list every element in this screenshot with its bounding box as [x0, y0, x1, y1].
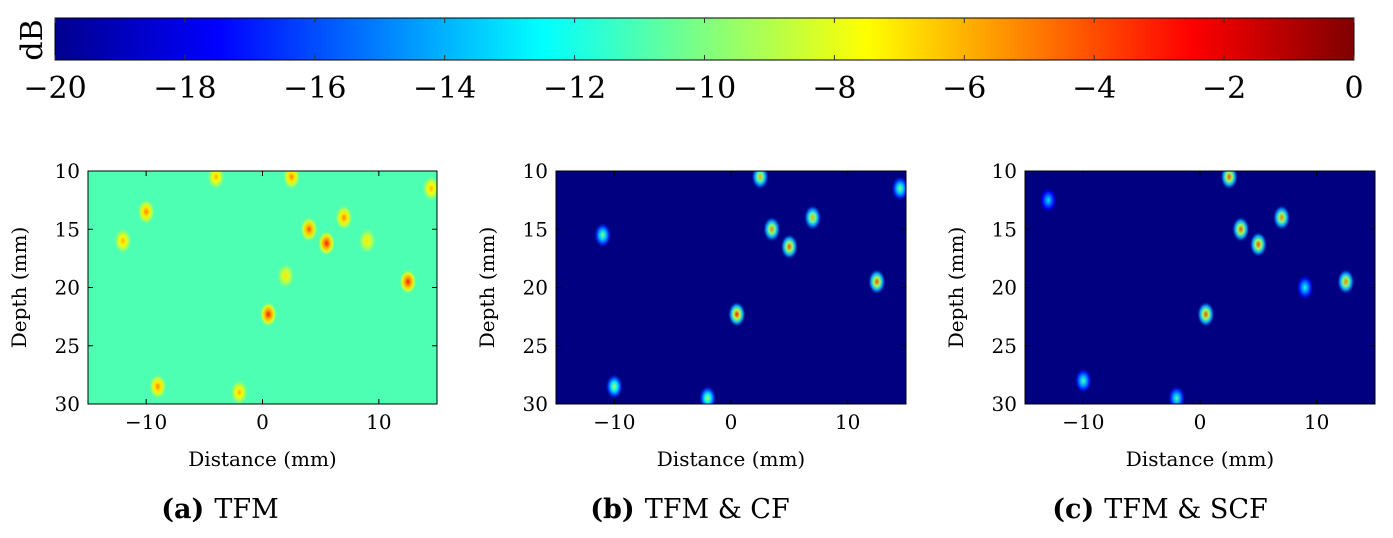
y-tick-label: 15 [523, 217, 548, 241]
x-axis-label: Distance (mm) [1126, 447, 1274, 471]
heatmap-spot [1167, 385, 1186, 404]
y-tick-label: 10 [992, 159, 1017, 183]
x-tick-label: 0 [725, 410, 738, 434]
y-axis-label: Depth (mm) [475, 227, 499, 348]
y-axis-label: Depth (mm) [7, 227, 31, 348]
colorbar-tick-label: −4 [1072, 71, 1116, 106]
heatmap-background [556, 171, 906, 404]
heatmap-area [556, 171, 906, 404]
colorbar-tick-label: −18 [153, 71, 216, 106]
x-tick-label: −10 [593, 410, 635, 434]
x-axis-label: Distance (mm) [188, 447, 336, 471]
y-tick-label: 15 [992, 217, 1017, 241]
heatmap-spot [727, 301, 746, 328]
heatmap-spot [1296, 274, 1314, 301]
colorbar-tick-label: −12 [543, 71, 606, 106]
heatmap-background [1025, 171, 1375, 404]
heatmap-spot [1074, 367, 1093, 394]
heatmap-spot [1039, 187, 1058, 214]
heatmap-spot [1272, 204, 1291, 231]
heatmap-spot [206, 171, 225, 190]
panel-tfm-cf: −10 0 10 10 15 20 25 30 Distance (mm) Depth (mm) (… [475, 159, 907, 525]
colorbar-tick-label: 0 [1344, 71, 1363, 106]
heatmap-spot [867, 268, 886, 295]
y-axis-label: Depth (mm) [944, 227, 968, 348]
heatmap-spot [230, 379, 249, 404]
colorbar-ticks: −20 −18 −16 −14 −12 −10 −8 −6 −4 −2 0 [23, 18, 1364, 106]
y-tick-label: 20 [55, 276, 80, 300]
y-tick-label: 15 [55, 217, 80, 241]
colorbar-tick-label: −20 [23, 71, 86, 106]
y-tick-label: 20 [992, 276, 1017, 300]
x-tick-label: 0 [256, 410, 269, 434]
y-tick-label: 25 [523, 334, 548, 358]
panel-tfm: −10 0 10 10 15 20 25 30 Distance (mm) Depth (mm) (… [7, 159, 438, 525]
colorbar-label: dB [15, 19, 50, 60]
heatmap-spot [276, 262, 295, 289]
x-tick-label: 0 [1194, 410, 1207, 434]
heatmap-spot [334, 204, 353, 231]
x-tick-label: −10 [125, 410, 167, 434]
x-tick-label: 10 [1304, 410, 1329, 434]
colorbar-tick-label: −10 [673, 71, 736, 106]
heatmap-spot [1231, 216, 1250, 243]
heatmap-spot [148, 373, 167, 400]
heatmap-spot [137, 198, 156, 225]
heatmap-spot [259, 301, 278, 328]
y-tick-label: 30 [523, 392, 548, 416]
heatmap-spot [1249, 231, 1268, 258]
y-tick-label: 10 [523, 159, 548, 183]
x-tick-label: 10 [366, 410, 391, 434]
y-tick-label: 10 [55, 159, 80, 183]
heatmap-spot [780, 233, 799, 260]
heatmap-spot [422, 175, 437, 202]
heatmap-spot [113, 227, 132, 254]
heatmap-area [1025, 171, 1375, 404]
x-axis-label: Distance (mm) [657, 447, 805, 471]
y-tick-label: 30 [55, 392, 80, 416]
heatmap-spot [891, 175, 906, 202]
y-tick-label: 25 [55, 334, 80, 358]
caption-text: TFM & SCF [1104, 494, 1267, 525]
colorbar-gradient [54, 17, 1355, 61]
x-tick-label: −10 [1062, 410, 1104, 434]
x-tick-label: 10 [835, 410, 860, 434]
heatmap-spot [803, 204, 822, 231]
caption-letter: (c) [1052, 494, 1094, 525]
y-tick-label: 25 [992, 334, 1017, 358]
caption-text: TFM [214, 494, 278, 525]
heatmap-spot [1196, 301, 1215, 328]
heatmap-spot [398, 268, 417, 295]
panel-tfm-scf: −10 0 10 10 15 20 25 30 Distance (mm) Depth (mm) (… [944, 159, 1376, 525]
panel-caption: (c) TFM & SCF [1052, 494, 1267, 525]
heatmap-area [88, 171, 437, 404]
colorbar: dB −20 −18 −16 −14 −12 −10 −8 −6 −4 −2 0 [15, 17, 1364, 106]
caption-text: TFM & CF [645, 494, 790, 525]
heatmap-spot [605, 373, 624, 400]
heatmap-spot [1220, 171, 1239, 190]
heatmap-spot [1336, 268, 1355, 295]
colorbar-tick-label: −14 [413, 71, 476, 106]
colorbar-tick-label: −2 [1202, 71, 1246, 106]
heatmap-spot [762, 216, 781, 243]
heatmap-spot [593, 222, 612, 249]
heatmap-spot [698, 385, 717, 404]
colorbar-tick-label: −6 [942, 71, 986, 106]
heatmap-spot [751, 171, 770, 190]
y-tick-label: 20 [523, 276, 548, 300]
heatmap-spot [300, 216, 319, 243]
caption-letter: (b) [590, 494, 634, 525]
heatmap-spot [317, 230, 336, 257]
heatmap-spot [282, 171, 301, 190]
colorbar-tick-label: −8 [812, 71, 856, 106]
panel-caption: (a) TFM [161, 494, 278, 525]
colorbar-tick-label: −16 [283, 71, 346, 106]
y-tick-label: 30 [992, 392, 1017, 416]
panel-caption: (b) TFM & CF [590, 494, 789, 525]
heatmap-spot [358, 227, 377, 254]
caption-letter: (a) [161, 494, 204, 525]
